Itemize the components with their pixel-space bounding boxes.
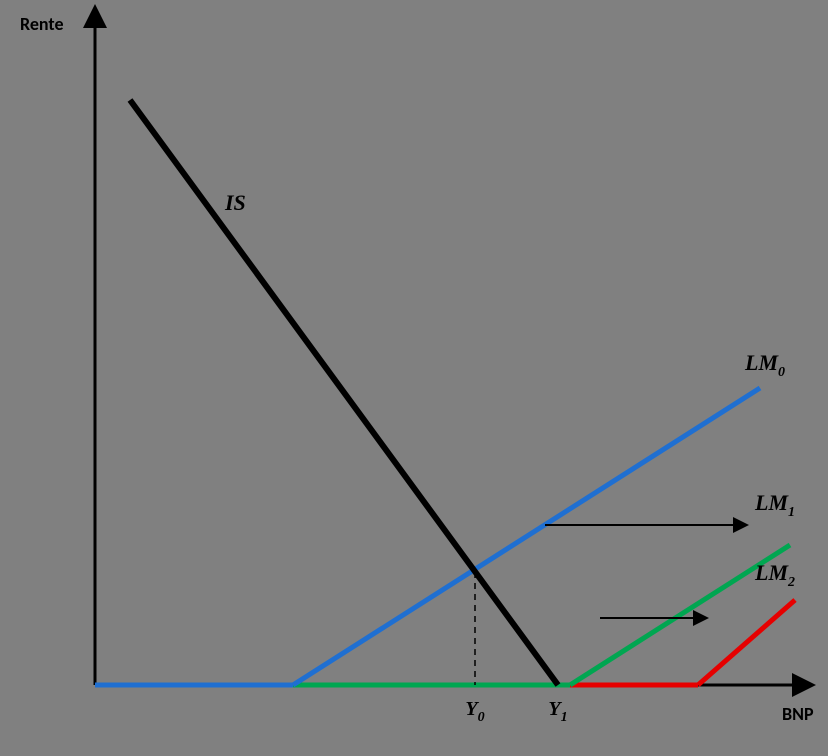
chart-background [0,0,828,756]
is-label: IS [224,190,246,215]
y-axis-label: Rente [20,13,64,35]
x-axis-label: BNP [782,703,814,725]
is-lm-chart: Rente BNP IS LM0 LM1 LM2 Y0 Y1 [0,0,828,756]
